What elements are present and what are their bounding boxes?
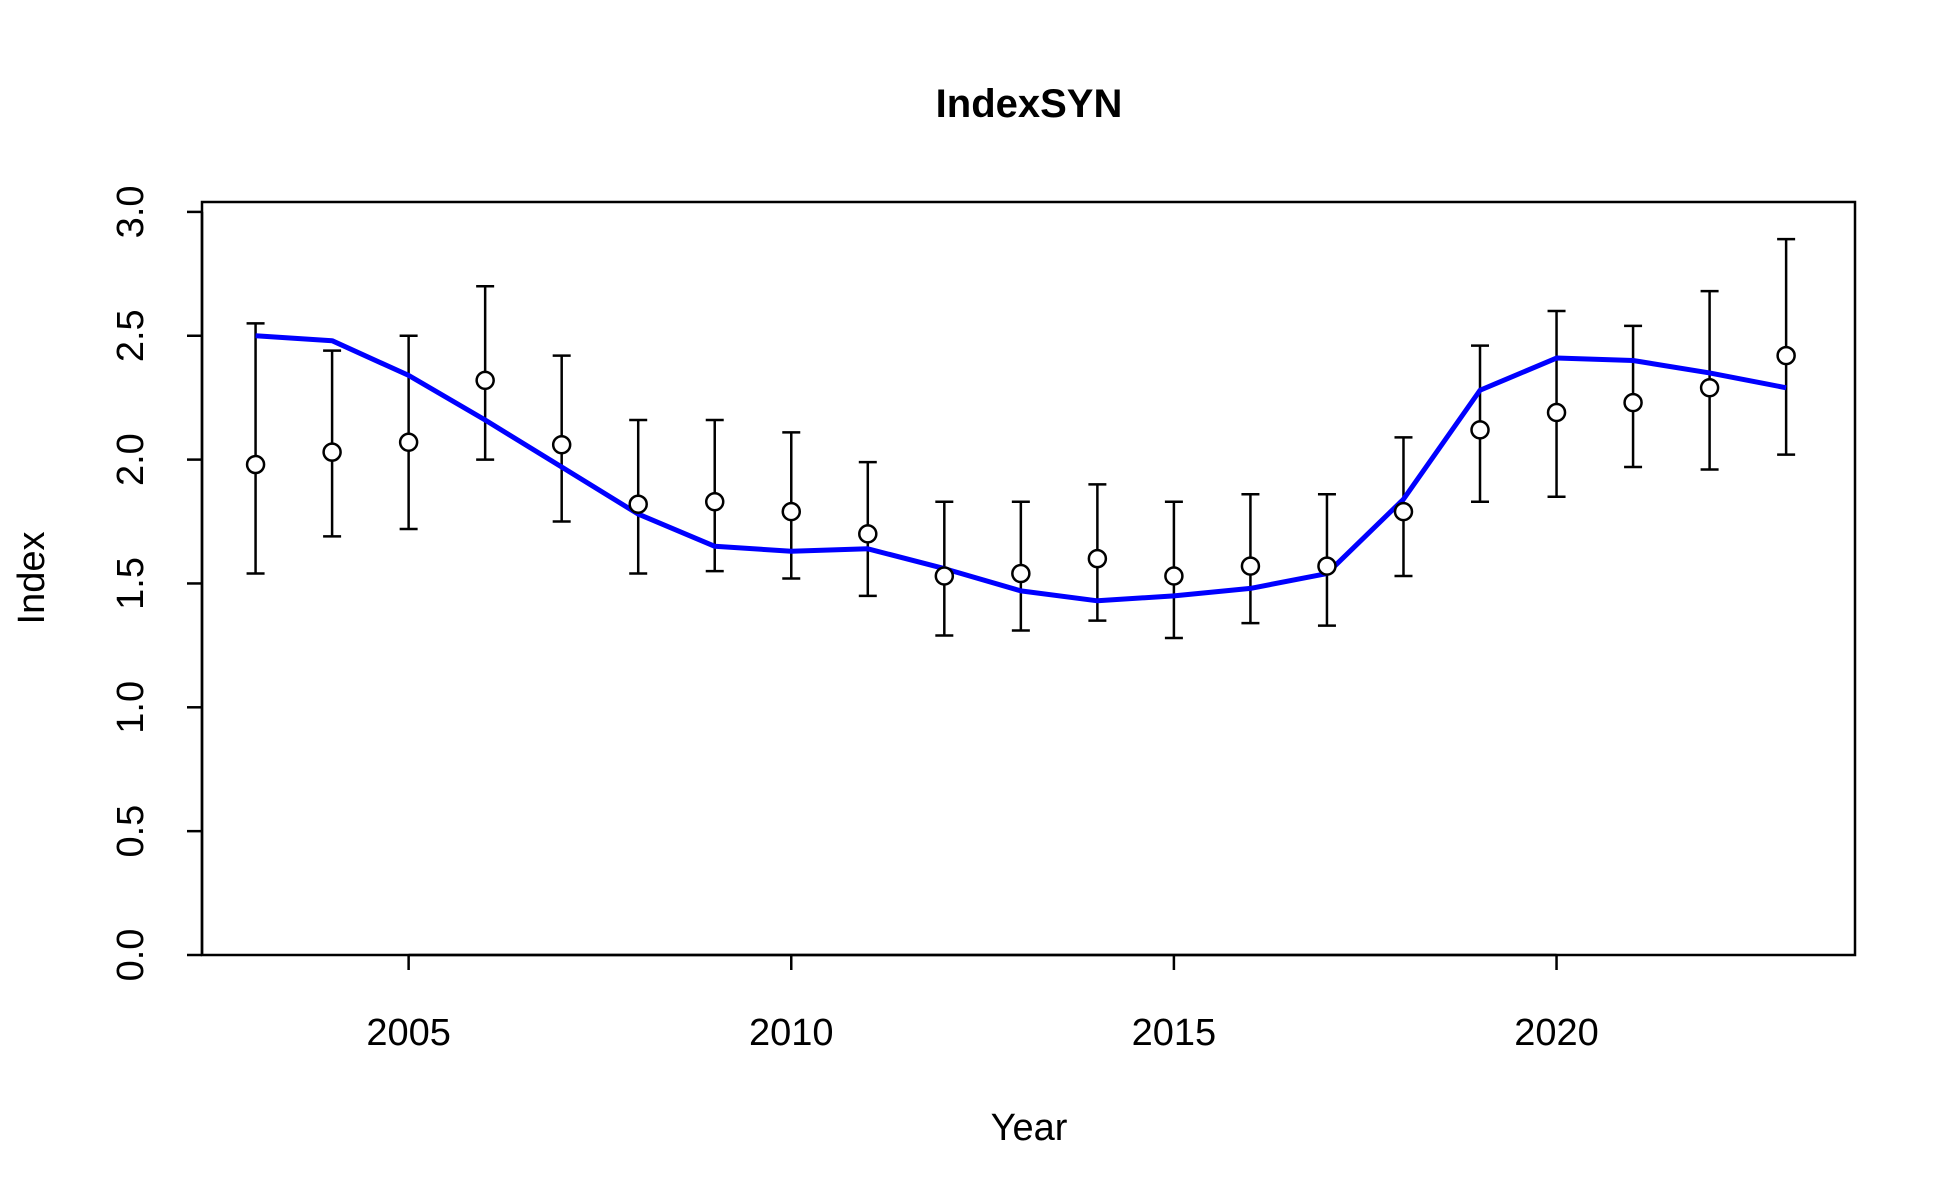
error-bar [246, 322, 265, 575]
data-point [858, 524, 878, 544]
chart-title: IndexSYN [936, 82, 1123, 126]
fitted-series-line [255, 333, 1787, 604]
x-axis-label: Year [991, 1107, 1068, 1149]
y-tick-label: 2.0 [110, 433, 152, 486]
data-point [1470, 420, 1490, 440]
data-point [1393, 501, 1414, 522]
x-tick-label: 2015 [1132, 1012, 1217, 1054]
x-tick-label: 2005 [366, 1012, 451, 1054]
data-point [628, 494, 648, 514]
data-point [475, 370, 495, 391]
y-tick-label: 1.5 [110, 557, 152, 610]
y-axis: 0.0 0.5 1.0 1.5 2.0 2.5 3.0 [110, 185, 204, 982]
data-point [322, 442, 342, 462]
y-tick-label: 3.0 [110, 185, 152, 238]
data-point [398, 432, 419, 453]
data-point [1240, 556, 1261, 576]
data-point [1623, 392, 1643, 413]
data-point [551, 434, 572, 455]
data-point [1164, 566, 1184, 586]
data-point [1776, 345, 1796, 366]
data-point [245, 454, 266, 475]
data-point [1546, 402, 1567, 423]
y-axis-label: Index [11, 532, 53, 625]
x-axis: 2005 2010 2015 2020 [366, 953, 1599, 1054]
data-point [1317, 556, 1337, 576]
x-tick-label: 2020 [1514, 1012, 1599, 1054]
y-tick-label: 2.5 [110, 309, 152, 362]
data-point [1699, 378, 1720, 398]
data-point [934, 566, 955, 586]
y-tick-label: 0.0 [110, 929, 152, 982]
observed-points [245, 345, 1796, 586]
error-bar [399, 334, 418, 531]
data-point [1011, 563, 1031, 584]
data-point [781, 501, 802, 522]
data-point [704, 491, 725, 512]
x-tick-label: 2010 [749, 1012, 834, 1054]
y-tick-label: 0.5 [110, 805, 152, 858]
y-tick-label: 1.0 [110, 681, 152, 734]
data-point [1087, 548, 1108, 569]
